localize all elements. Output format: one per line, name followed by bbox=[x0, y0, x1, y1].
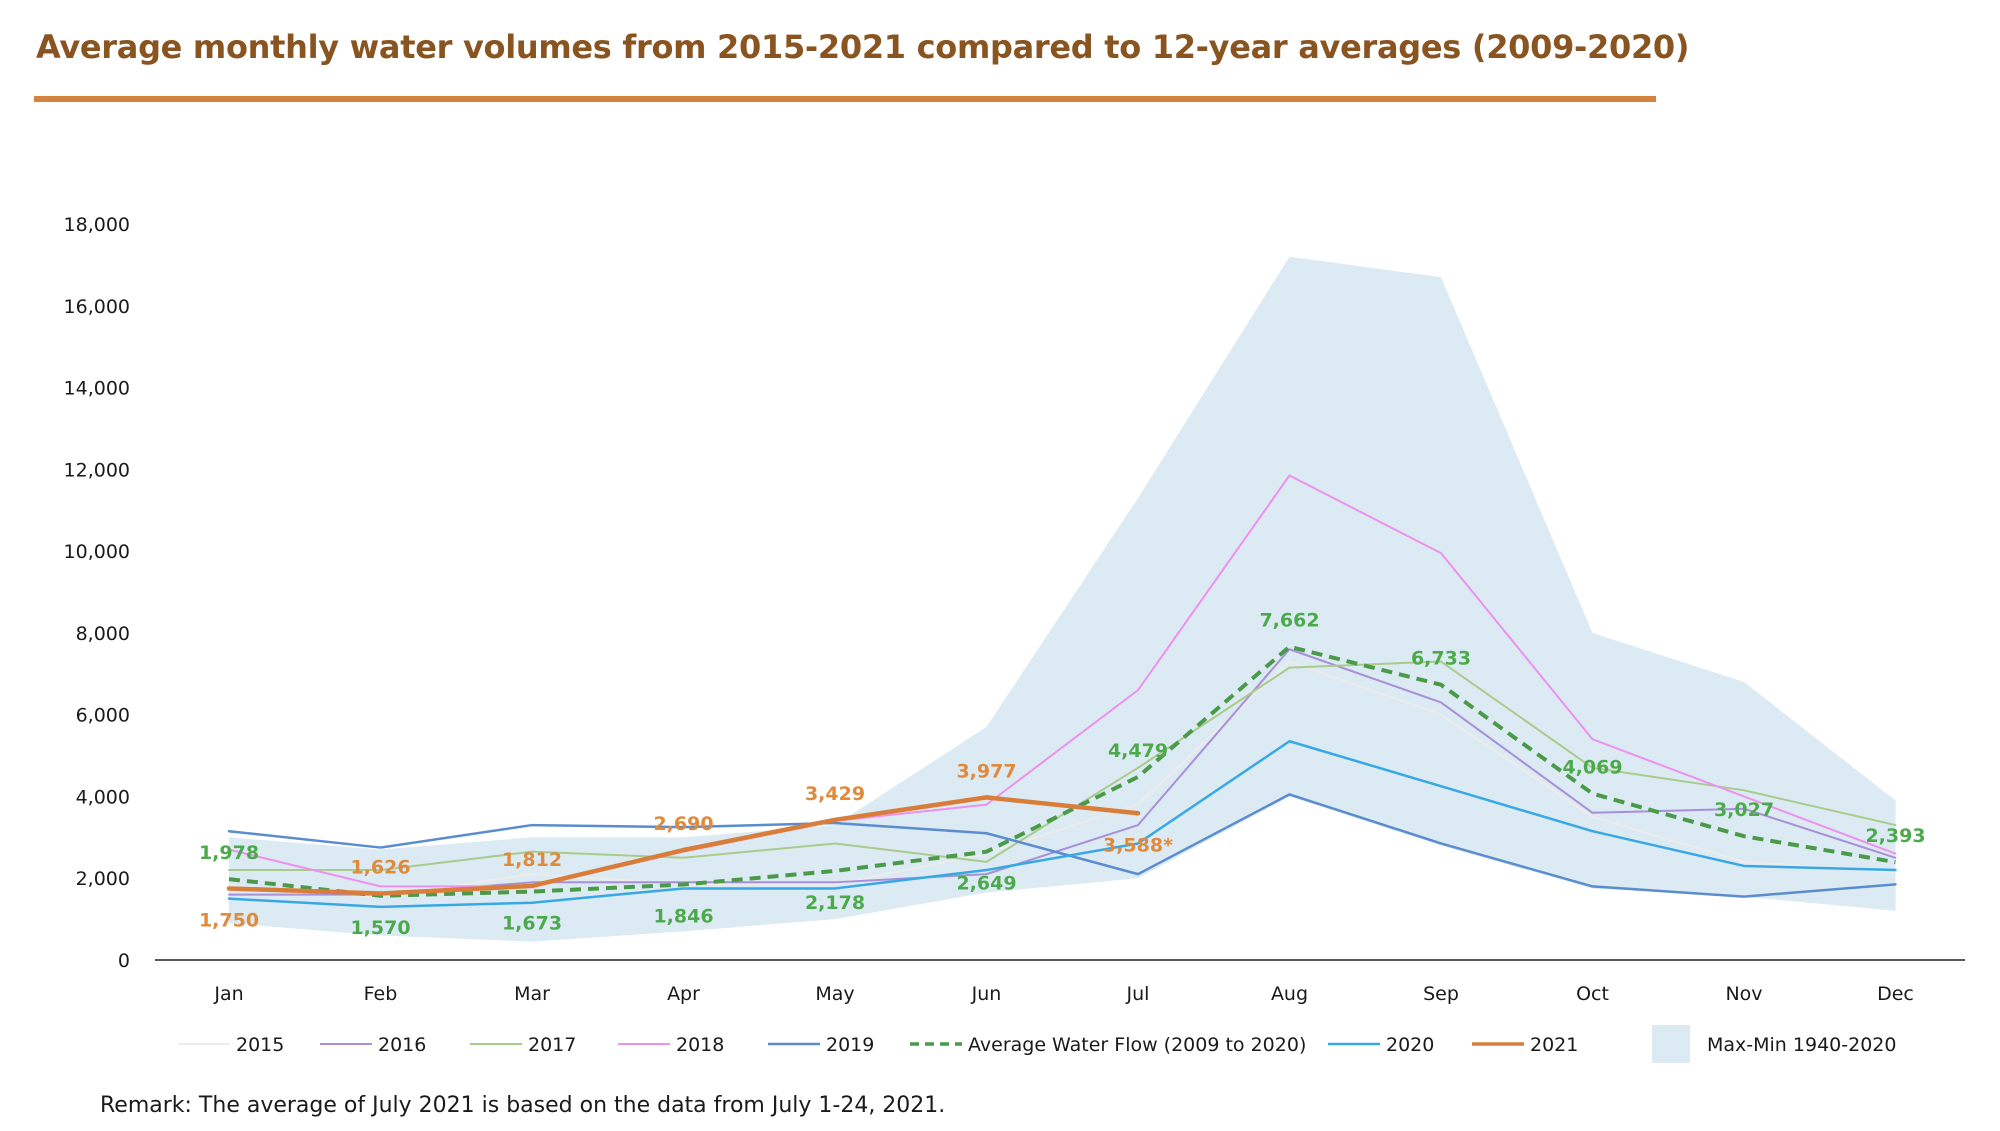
data-label-2021-may: 3,429 bbox=[805, 783, 865, 805]
y-tick-label: 14,000 bbox=[64, 378, 130, 400]
legend-item-2018: 2018 bbox=[618, 1034, 724, 1056]
x-tick-label-mar: Mar bbox=[514, 983, 550, 1005]
data-label-average-water-flow-2009-to-2020-dec: 2,393 bbox=[1865, 825, 1925, 847]
series-line-2017 bbox=[228, 660, 1897, 872]
y-tick-label: 16,000 bbox=[64, 296, 130, 318]
x-tick-label-may: May bbox=[815, 983, 854, 1005]
x-tick-label-jan: Jan bbox=[213, 983, 243, 1005]
y-tick-label: 0 bbox=[118, 950, 130, 972]
y-tick-label: 12,000 bbox=[64, 459, 130, 481]
data-label-average-water-flow-2009-to-2020-oct: 4,069 bbox=[1562, 757, 1622, 779]
data-label-average-water-flow-2009-to-2020-jan: 1,978 bbox=[199, 842, 259, 864]
series-line-2019 bbox=[227, 793, 1897, 898]
data-label-average-water-flow-2009-to-2020-jun: 2,649 bbox=[956, 873, 1016, 895]
legend-item-2016: 2016 bbox=[320, 1034, 426, 1056]
data-label-2021-apr: 2,690 bbox=[653, 813, 713, 835]
y-tick-label: 18,000 bbox=[64, 214, 130, 236]
legend-item-2017: 2017 bbox=[470, 1034, 576, 1056]
legend-label: Max-Min 1940-2020 bbox=[1707, 1034, 1896, 1056]
legend-item-2020: 2020 bbox=[1328, 1034, 1434, 1056]
x-tick-label-aug: Aug bbox=[1271, 983, 1308, 1005]
data-label-2021-jul: 3,588* bbox=[1103, 834, 1173, 856]
x-tick-label-jul: Jul bbox=[1126, 983, 1150, 1005]
y-tick-label: 10,000 bbox=[64, 541, 130, 563]
data-label-average-water-flow-2009-to-2020-aug: 7,662 bbox=[1259, 610, 1319, 632]
y-tick-label: 4,000 bbox=[76, 786, 130, 808]
legend-label: 2016 bbox=[378, 1034, 426, 1056]
chart-remark: Remark: The average of July 2021 is base… bbox=[100, 1093, 946, 1118]
data-label-average-water-flow-2009-to-2020-nov: 3,027 bbox=[1714, 799, 1774, 821]
legend-label: 2017 bbox=[528, 1034, 576, 1056]
data-label-2021-mar: 1,812 bbox=[502, 849, 562, 871]
data-label-2021-jan: 1,750 bbox=[199, 909, 259, 931]
legend-label: 2021 bbox=[1530, 1034, 1578, 1056]
legend-item-2021: 2021 bbox=[1472, 1034, 1578, 1056]
x-tick-label-nov: Nov bbox=[1725, 983, 1762, 1005]
x-tick-label-feb: Feb bbox=[364, 983, 398, 1005]
data-label-2021-feb: 1,626 bbox=[350, 857, 410, 879]
x-tick-label-sep: Sep bbox=[1423, 983, 1459, 1005]
legend-swatch-band bbox=[1652, 1025, 1690, 1063]
data-label-average-water-flow-2009-to-2020-apr: 1,846 bbox=[653, 906, 713, 928]
series-line-2016 bbox=[228, 648, 1897, 896]
legend-item-2019: 2019 bbox=[768, 1034, 874, 1056]
legend-label: 2020 bbox=[1386, 1034, 1434, 1056]
series-line-average-water-flow-2009-to-2020 bbox=[228, 644, 1896, 898]
y-tick-label: 2,000 bbox=[76, 868, 130, 890]
max-min-band bbox=[229, 256, 1896, 942]
legend-label: 2018 bbox=[676, 1034, 724, 1056]
x-tick-label-jun: Jun bbox=[971, 983, 1002, 1005]
legend-item-average-water-flow-2009-to-2020: Average Water Flow (2009 to 2020) bbox=[910, 1034, 1306, 1056]
x-tick-label-oct: Oct bbox=[1576, 983, 1609, 1005]
title-underline bbox=[34, 96, 1656, 102]
chart-title: Average monthly water volumes from 2015-… bbox=[36, 28, 1690, 66]
legend-item-2015: 2015 bbox=[178, 1034, 284, 1056]
y-tick-label: 6,000 bbox=[76, 705, 130, 727]
legend-label: 2019 bbox=[826, 1034, 874, 1056]
y-tick-label: 8,000 bbox=[76, 623, 130, 645]
series-line-2020 bbox=[227, 739, 1897, 909]
legend-label: 2015 bbox=[236, 1034, 284, 1056]
data-label-average-water-flow-2009-to-2020-feb: 1,570 bbox=[350, 917, 410, 939]
x-tick-label-dec: Dec bbox=[1877, 983, 1914, 1005]
x-tick-label-apr: Apr bbox=[667, 983, 700, 1005]
data-label-2021-jun: 3,977 bbox=[956, 760, 1016, 782]
data-label-average-water-flow-2009-to-2020-may: 2,178 bbox=[805, 892, 865, 914]
data-label-average-water-flow-2009-to-2020-sep: 6,733 bbox=[1411, 648, 1471, 670]
legend-item-max-min-1940-2020: Max-Min 1940-2020 bbox=[1652, 1025, 1896, 1063]
series-line-2021 bbox=[226, 795, 1141, 896]
series-line-2015 bbox=[228, 660, 1897, 898]
data-label-average-water-flow-2009-to-2020-mar: 1,673 bbox=[502, 913, 562, 935]
legend-label: Average Water Flow (2009 to 2020) bbox=[968, 1034, 1306, 1056]
data-label-average-water-flow-2009-to-2020-jul: 4,479 bbox=[1108, 740, 1168, 762]
